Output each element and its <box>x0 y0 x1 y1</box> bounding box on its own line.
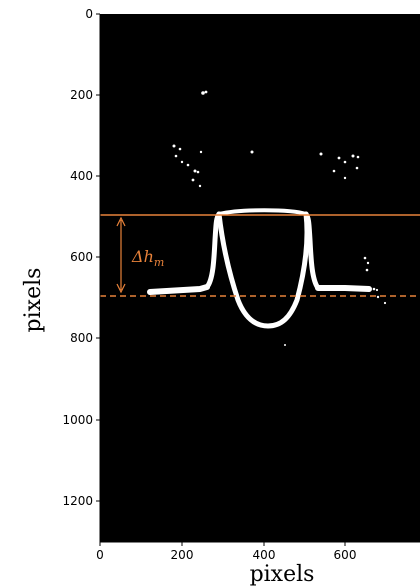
y-tick-400: 400 <box>70 169 93 183</box>
y-tick-800: 800 <box>70 331 93 345</box>
droplets <box>172 90 387 346</box>
image-background <box>100 14 420 542</box>
y-tick-600: 600 <box>70 250 93 264</box>
axes <box>96 13 420 546</box>
y-tick-1000: 1000 <box>62 413 93 427</box>
delta-arrow-head-up <box>116 216 126 227</box>
x-tick-200: 200 <box>171 548 194 562</box>
delta-arrow-head-down <box>116 283 126 294</box>
x-axis-label: pixels <box>250 562 315 587</box>
bright-shape <box>147 208 372 329</box>
y-axis-label: pixels <box>21 268 46 333</box>
x-tick-600: 600 <box>334 548 357 562</box>
x-tick-labels: 0 200 400 600 <box>96 548 356 562</box>
x-tick-0: 0 <box>96 548 104 562</box>
x-tick-400: 400 <box>253 548 276 562</box>
y-tick-200: 200 <box>70 88 93 102</box>
delta-h-annotation: Δhm <box>100 214 420 297</box>
y-tick-1200: 1200 <box>62 494 93 508</box>
y-tick-0: 0 <box>85 7 93 21</box>
delta-h-label: Δhm <box>131 247 164 269</box>
y-tick-labels: 0 200 400 600 800 1000 1200 <box>62 7 93 508</box>
